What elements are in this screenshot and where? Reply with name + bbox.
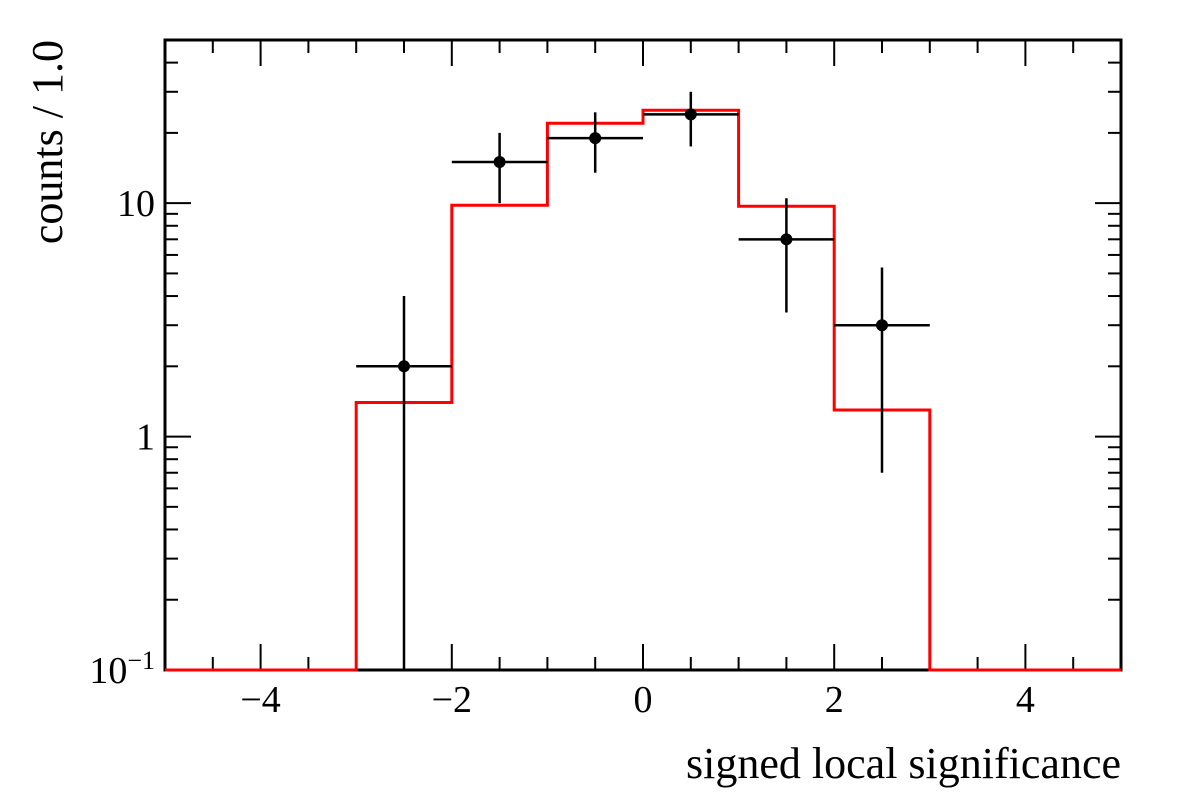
x-tick-label: 4 [1016,679,1035,721]
y-tick-label: 1 [136,417,155,459]
data-point [876,319,888,332]
y-tick-label-exponent: −1 [127,646,155,675]
y-tick-label-base: 10 [89,650,127,692]
data-point [493,156,506,169]
x-tick-label: 2 [825,679,844,721]
x-tick-label: −2 [432,679,472,721]
data-point [398,360,410,373]
histogram-step-line [165,108,1121,672]
x-tick-label: 0 [634,679,653,721]
x-axis-title: signed local significance [686,739,1121,788]
y-axis-title: counts / 1.0 [23,40,72,244]
y-tick-label: 10−1 [89,646,155,692]
plot-frame [163,38,1123,672]
x-tick-label: −4 [240,679,280,721]
y-tick-label: 10 [117,183,155,225]
data-point [684,108,697,121]
data-point [780,233,793,246]
data-point [589,132,602,145]
